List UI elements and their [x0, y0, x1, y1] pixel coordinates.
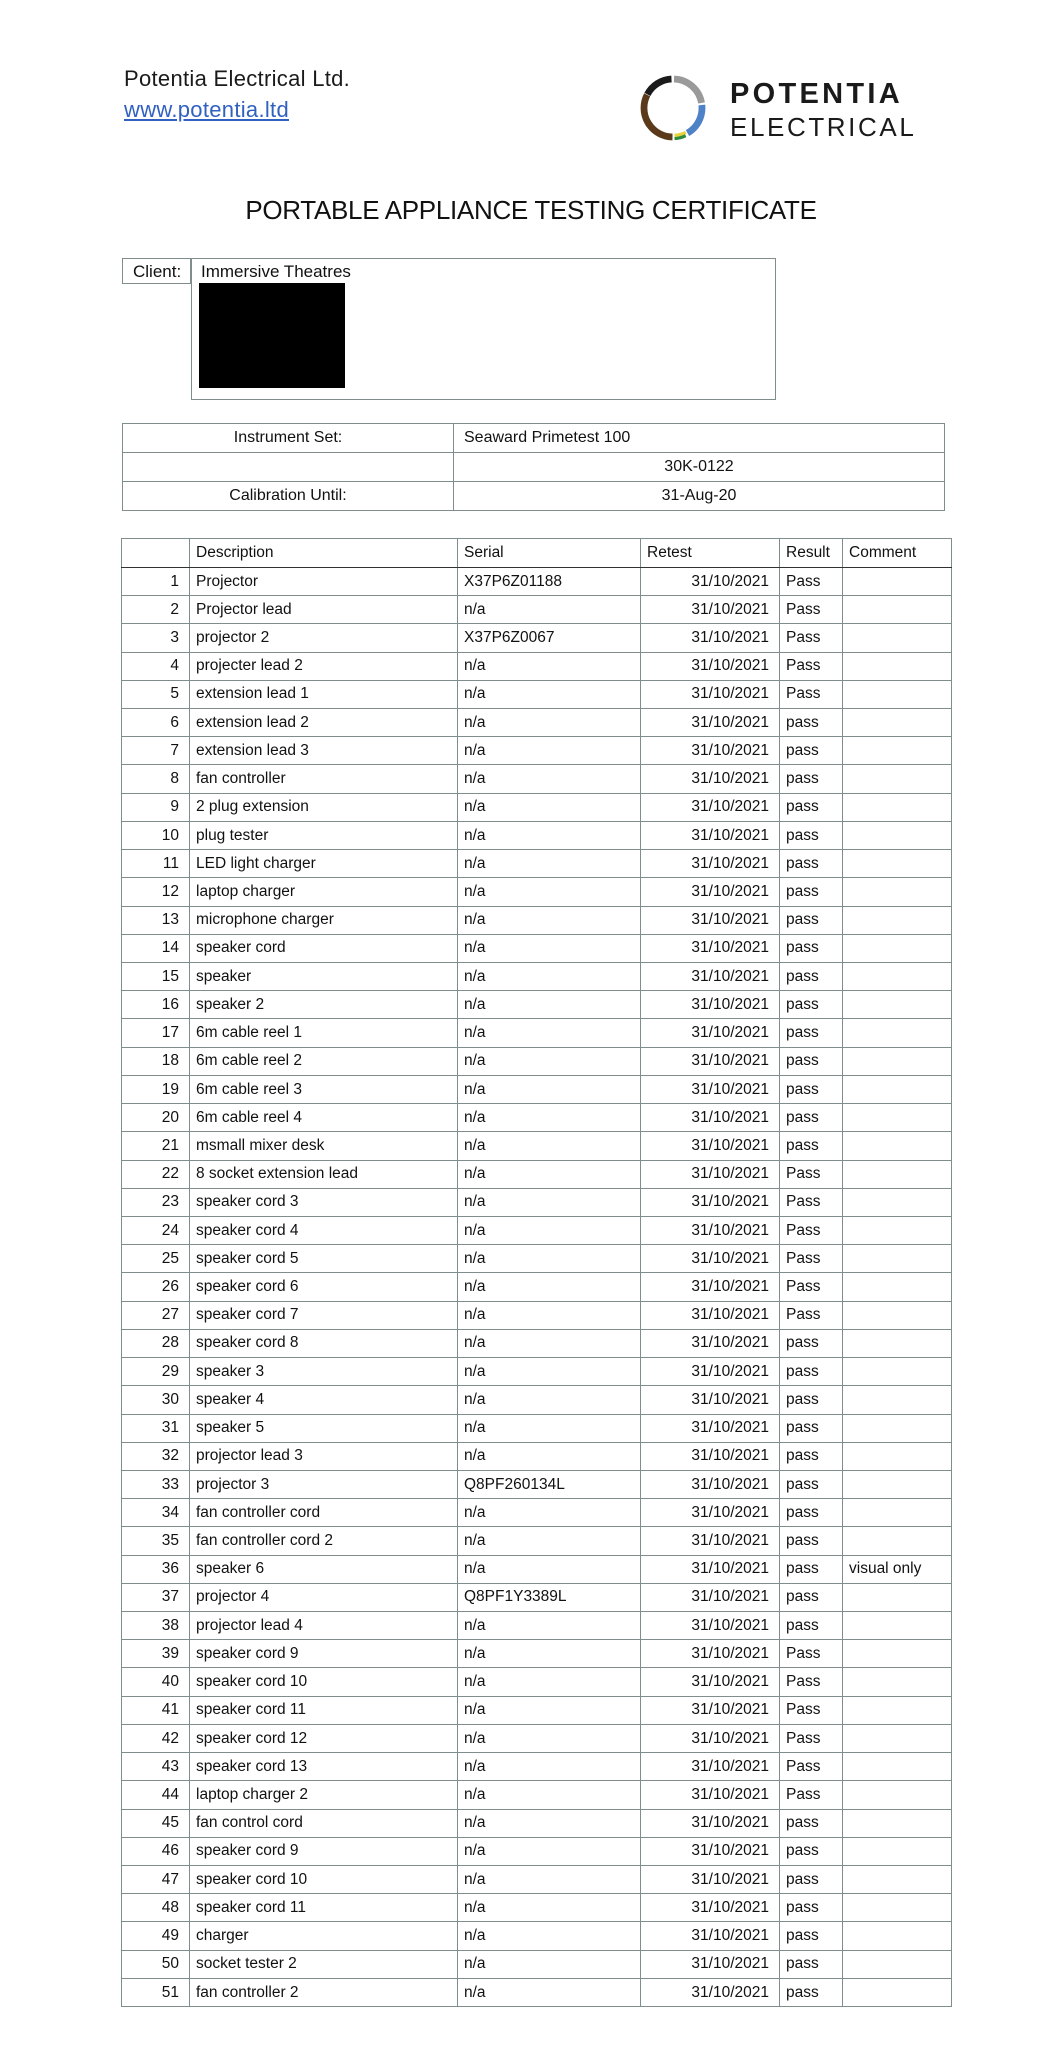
svg-text:POTENTIA: POTENTIA: [730, 78, 903, 110]
svg-text:ELECTRICAL: ELECTRICAL: [730, 112, 913, 142]
